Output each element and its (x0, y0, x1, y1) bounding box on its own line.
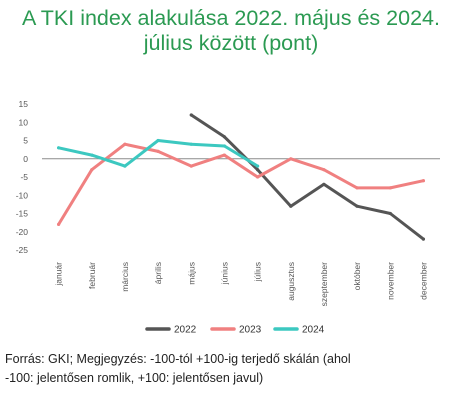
data-point-2022 (421, 237, 425, 241)
y-tick-label: -20 (16, 227, 29, 237)
legend-label-2023: 2023 (239, 325, 262, 336)
data-point-2023 (222, 153, 226, 157)
series-line-2024 (57, 139, 260, 168)
y-tick-label: -15 (16, 209, 29, 219)
x-tick-label: április (153, 262, 163, 284)
data-point-2023 (123, 142, 127, 146)
line-chart: 15 10 5 0 -5 -10 -15 -20 -25 január február márciu… (16, 99, 440, 336)
data-point-2023 (289, 157, 293, 161)
y-tick-label: -25 (16, 245, 29, 255)
x-axis-ticks: január február március április május június jú… (54, 262, 429, 307)
x-tick-label: november (385, 262, 395, 300)
legend-label-2022: 2022 (174, 325, 197, 336)
y-tick-label: -5 (20, 172, 28, 182)
y-tick-label: 10 (19, 117, 29, 127)
legend-label-2024: 2024 (302, 325, 325, 336)
legend: 2022 2023 2024 (145, 325, 325, 336)
y-tick-label: 0 (23, 154, 28, 164)
data-point-2022 (189, 113, 193, 117)
data-point-2022 (222, 135, 226, 139)
series-line-2023 (57, 142, 425, 226)
data-point-2024 (156, 138, 160, 143)
chart-title-line-1: A TKI index alakulása 2022. május és 202… (22, 6, 440, 30)
x-tick-label: július (253, 262, 263, 282)
data-point-2023 (421, 179, 425, 183)
data-point-2022 (355, 204, 359, 208)
series-line-2022 (189, 113, 425, 241)
x-tick-label: május (186, 262, 196, 285)
y-tick-label: 15 (19, 99, 29, 109)
data-point-2022 (388, 211, 392, 216)
data-point-2024 (222, 144, 226, 148)
data-point-2023 (189, 164, 193, 168)
data-point-2024 (189, 142, 193, 146)
chart-title-line-2: július között (pont) (143, 31, 319, 55)
x-tick-label: szeptember (319, 262, 329, 307)
data-point-2024 (90, 153, 94, 157)
data-point-2024 (256, 164, 260, 168)
series-lines (57, 113, 425, 241)
x-tick-label: december (418, 262, 428, 300)
x-tick-label: augusztus (286, 262, 296, 301)
data-point-2022 (322, 182, 326, 186)
data-point-2022 (256, 168, 260, 172)
y-axis-ticks: 15 10 5 0 -5 -10 -15 -20 -25 (16, 99, 29, 255)
x-tick-label: március (120, 262, 130, 292)
data-point-2023 (156, 149, 160, 153)
data-point-2023 (355, 186, 359, 190)
data-point-2023 (57, 222, 61, 226)
chart-title: A TKI index alakulása 2022. május és 202… (0, 6, 462, 56)
y-tick-label: 5 (23, 136, 28, 146)
data-point-2023 (256, 175, 260, 179)
footnote: Forrás: GKI; Megjegyzés: -100-tól +100-i… (5, 350, 457, 388)
data-point-2024 (57, 146, 61, 150)
x-tick-label: január (54, 262, 64, 287)
x-tick-label: február (87, 262, 97, 289)
y-tick-label: -10 (16, 190, 29, 200)
x-tick-label: június (219, 262, 229, 285)
data-point-2024 (123, 164, 127, 168)
footnote-line-2: -100: jelentősen romlik, +100: jelentőse… (5, 371, 264, 385)
data-point-2023 (322, 168, 326, 172)
footnote-line-1: Forrás: GKI; Megjegyzés: -100-tól +100-i… (5, 352, 351, 366)
data-point-2022 (289, 204, 293, 208)
data-point-2023 (90, 168, 94, 172)
data-point-2023 (388, 186, 392, 190)
x-tick-label: október (352, 262, 362, 291)
